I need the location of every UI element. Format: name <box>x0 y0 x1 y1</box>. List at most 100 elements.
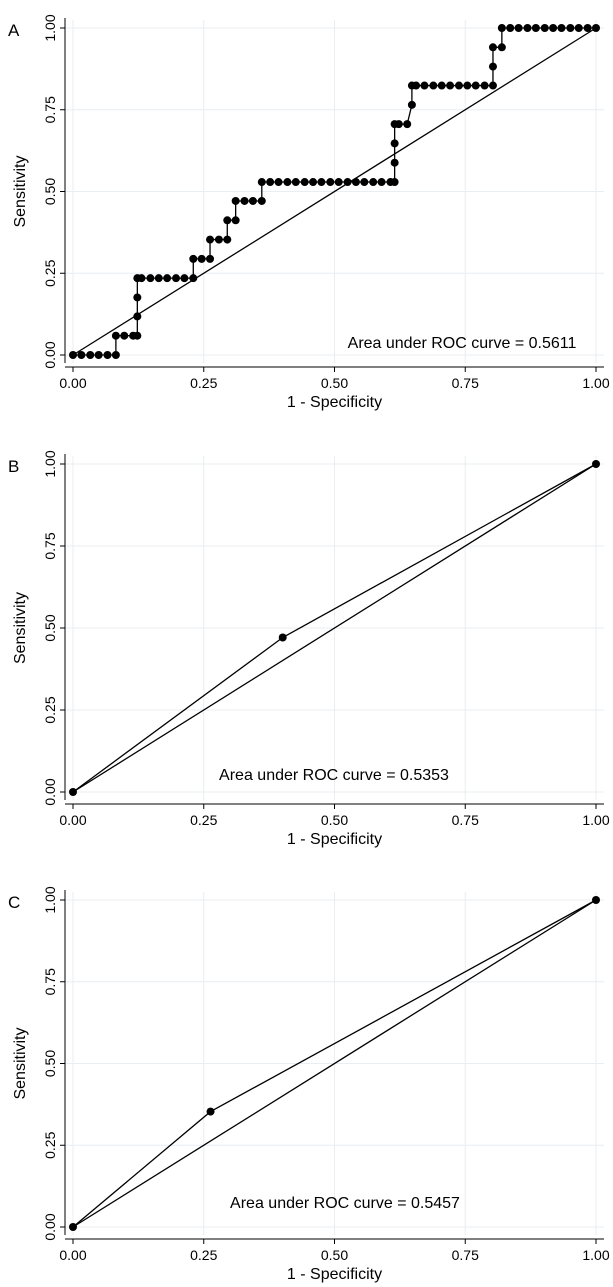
roc-point <box>111 351 120 359</box>
roc-point <box>146 274 155 283</box>
x-tick-label: 1.00 <box>582 1247 609 1263</box>
roc-point <box>326 178 335 187</box>
roc-point <box>514 24 523 32</box>
y-tick-label: 0.50 <box>42 178 58 205</box>
roc-point <box>274 178 283 187</box>
roc-point <box>300 178 309 187</box>
x-tick-label: 0.50 <box>321 375 348 391</box>
auc-annotation: Area under ROC curve = 0.5611 <box>348 335 577 352</box>
roc-point <box>231 216 240 225</box>
roc-point <box>77 351 86 359</box>
roc-point <box>111 331 120 340</box>
roc-point <box>471 81 480 90</box>
roc-point <box>488 43 497 52</box>
x-tick-label: 0.25 <box>190 812 217 828</box>
y-axis-title: Sensitivity <box>12 155 29 227</box>
panel-letter: A <box>8 21 20 40</box>
roc-point <box>103 351 112 359</box>
roc-point <box>488 62 497 71</box>
roc-point <box>420 81 429 90</box>
x-tick-label: 0.50 <box>321 1247 348 1263</box>
roc-point <box>463 81 472 90</box>
x-tick-label: 0.00 <box>59 1247 86 1263</box>
auc-annotation: Area under ROC curve = 0.5353 <box>219 767 449 784</box>
y-tick-label: 0.75 <box>42 532 58 559</box>
roc-point <box>283 178 292 187</box>
reference-line <box>72 27 597 356</box>
roc-point <box>437 81 446 90</box>
roc-point <box>454 81 463 90</box>
roc-point <box>540 24 549 32</box>
roc-point <box>549 24 558 32</box>
reference-line <box>72 463 597 793</box>
roc-point <box>231 196 240 205</box>
x-tick-label: 0.25 <box>190 375 217 391</box>
roc-panel-c: C 0.00 0.25 0.50 0.75 1.00 0.00 0.25 0.50 0.75 1.0… <box>8 886 610 1283</box>
roc-point <box>592 896 600 904</box>
y-tick-label: 0.50 <box>42 1050 58 1077</box>
y-tick-label: 0.00 <box>42 778 58 805</box>
roc-point <box>488 81 497 90</box>
y-tick-label: 0.00 <box>42 341 58 368</box>
roc-point <box>403 120 412 129</box>
roc-point <box>360 178 369 187</box>
roc-point <box>223 216 232 225</box>
x-tick-label: 0.25 <box>190 1247 217 1263</box>
roc-point <box>574 24 583 32</box>
roc-point <box>351 178 360 187</box>
roc-point <box>390 178 399 187</box>
roc-point <box>197 254 206 263</box>
roc-point <box>189 254 198 263</box>
roc-panel-b: B 0.00 0.25 0.50 0.75 1.00 0.00 0.25 0.50 0.75 1.0… <box>8 450 610 848</box>
roc-point <box>86 351 95 359</box>
roc-point <box>309 178 318 187</box>
roc-point <box>120 331 129 340</box>
auc-annotation: Area under ROC curve = 0.5457 <box>230 1195 460 1212</box>
roc-point <box>69 1223 77 1231</box>
roc-point <box>257 196 266 205</box>
roc-point <box>133 293 142 302</box>
roc-point <box>412 81 421 90</box>
roc-point <box>133 312 142 321</box>
roc-point <box>480 81 489 90</box>
y-axis-title: Sensitivity <box>12 1027 29 1099</box>
roc-point <box>497 43 506 52</box>
roc-point <box>206 1107 215 1116</box>
panel-letter: C <box>8 893 20 912</box>
x-axis-title: 1 - Specificity <box>287 831 382 848</box>
reference-line <box>72 899 597 1228</box>
roc-point <box>172 274 181 283</box>
roc-point <box>343 178 352 187</box>
roc-point <box>506 24 515 32</box>
roc-point <box>497 24 506 32</box>
roc-point <box>163 274 172 283</box>
roc-point <box>446 81 455 90</box>
roc-point <box>248 196 257 205</box>
roc-point <box>390 158 399 167</box>
roc-point <box>429 81 438 90</box>
roc-point <box>278 633 287 642</box>
y-tick-label: 0.75 <box>42 96 58 123</box>
roc-point <box>94 351 103 359</box>
y-tick-label: 0.00 <box>42 1213 58 1240</box>
roc-point <box>369 178 378 187</box>
roc-point <box>69 351 77 359</box>
roc-point <box>334 178 343 187</box>
x-tick-label: 0.50 <box>321 812 348 828</box>
x-axis-title: 1 - Specificity <box>287 1266 382 1283</box>
x-tick-label: 1.00 <box>582 812 609 828</box>
roc-point <box>583 24 592 32</box>
y-tick-label: 0.75 <box>42 968 58 995</box>
y-tick-label: 1.00 <box>42 14 58 41</box>
y-tick-label: 0.25 <box>42 1131 58 1158</box>
roc-point <box>566 24 575 32</box>
roc-point <box>69 788 77 796</box>
panel-letter: B <box>8 457 19 476</box>
roc-point <box>377 178 386 187</box>
roc-point <box>266 178 275 187</box>
roc-point <box>523 24 532 32</box>
roc-point <box>592 460 600 468</box>
x-tick-label: 0.75 <box>452 1247 479 1263</box>
roc-point <box>133 331 142 340</box>
roc-point <box>154 274 163 283</box>
